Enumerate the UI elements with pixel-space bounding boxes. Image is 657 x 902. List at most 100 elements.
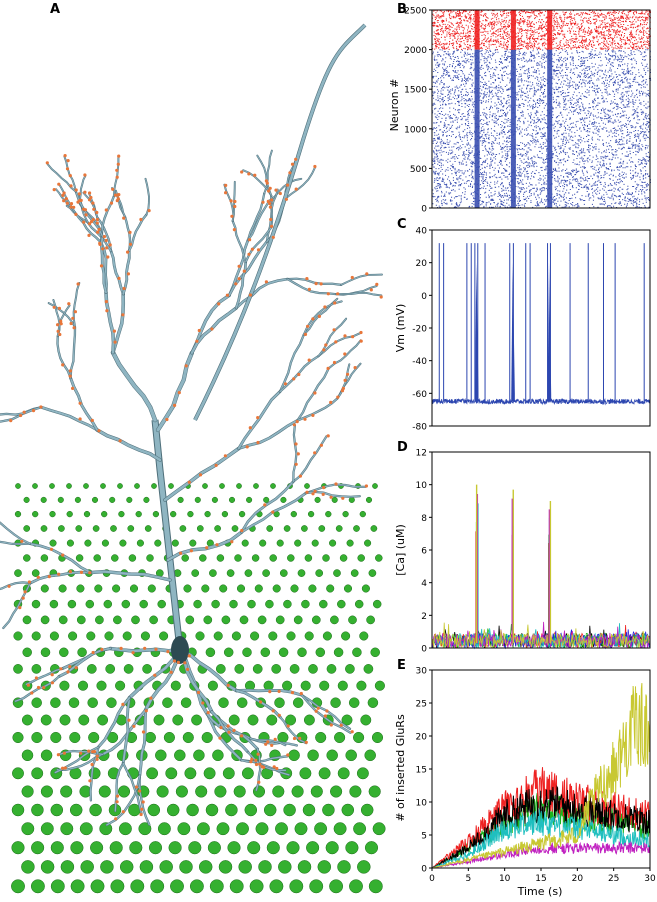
spine — [76, 282, 80, 286]
spine — [265, 181, 269, 185]
dendrite-segment — [296, 367, 330, 422]
spine — [229, 199, 233, 203]
synapse-sphere — [168, 483, 174, 489]
synapse-sphere — [138, 822, 152, 836]
spine — [87, 198, 92, 202]
calcium-trace — [431, 621, 650, 649]
spine — [292, 736, 297, 741]
synapse-sphere — [289, 664, 300, 674]
spine — [82, 207, 86, 211]
synapse-sphere — [318, 525, 326, 532]
y-tick-label: -20 — [412, 325, 427, 335]
synapse-sphere — [185, 615, 195, 625]
synapse-sphere — [202, 483, 208, 489]
glur-trace-area — [431, 683, 651, 869]
synapse-sphere — [177, 822, 191, 836]
synapse-sphere — [50, 879, 65, 894]
synapse-sphere — [126, 496, 133, 503]
synapse-sphere — [179, 860, 193, 874]
spine — [116, 162, 120, 166]
spine — [247, 172, 251, 176]
spine — [321, 492, 325, 496]
synapse-sphere — [226, 569, 235, 577]
y-tick-label: 1000 — [404, 125, 427, 135]
synapse-sphere — [203, 767, 216, 780]
synapse-sphere — [40, 822, 54, 836]
dendrite-segment — [111, 350, 157, 422]
synapse-sphere — [21, 822, 35, 836]
soma — [171, 636, 189, 664]
synapse-sphere — [359, 510, 366, 518]
dendrite-segment — [114, 762, 124, 812]
synapse-sphere — [191, 569, 200, 577]
spine — [313, 451, 317, 455]
synapse-sphere — [297, 647, 307, 658]
spine — [248, 238, 252, 242]
spine — [72, 205, 76, 209]
synapse-sphere — [348, 697, 360, 708]
synapse-sphere — [238, 510, 246, 518]
synapse-sphere — [189, 539, 197, 547]
synapse-sphere — [349, 785, 362, 798]
synapse-sphere — [31, 569, 40, 577]
synapse-sphere — [275, 822, 288, 836]
y-tick-label: 15 — [416, 766, 427, 776]
synapse-sphere — [50, 697, 61, 708]
spine — [74, 212, 78, 216]
synapse-sphere — [218, 697, 229, 708]
spine — [122, 216, 126, 220]
spine — [179, 551, 183, 555]
spine — [343, 378, 347, 382]
spine — [26, 683, 30, 687]
synapse-sphere — [112, 584, 121, 593]
spine — [242, 269, 246, 273]
synapse-sphere — [117, 483, 123, 489]
spine — [369, 288, 373, 292]
dendrite-segment — [228, 240, 268, 297]
dendrite-segment — [335, 292, 382, 296]
spine — [249, 760, 253, 764]
spine — [108, 243, 112, 247]
synapse-sphere — [372, 483, 378, 489]
synapse-sphere — [21, 714, 33, 726]
synapse-sphere — [317, 860, 332, 874]
dendrite-segment — [271, 189, 279, 228]
synapse-sphere — [293, 615, 303, 625]
spine — [34, 676, 39, 680]
dendrite-segment — [25, 667, 64, 685]
spine — [62, 191, 66, 195]
synapse-sphere — [66, 510, 73, 518]
spine — [71, 316, 75, 320]
spine — [30, 691, 34, 695]
spine — [187, 654, 191, 658]
synapse-sphere — [356, 767, 369, 780]
synapse-sphere — [310, 785, 323, 798]
synapse-sphere — [283, 599, 292, 609]
spine — [59, 319, 63, 323]
synapse-sphere — [101, 539, 109, 547]
synapse-sphere — [333, 647, 344, 658]
spine — [257, 780, 261, 784]
spine — [42, 686, 46, 690]
spine — [258, 762, 262, 766]
synapse-sphere — [121, 599, 131, 609]
synapse-sphere — [21, 860, 35, 874]
spine — [305, 490, 309, 494]
dendrite-segment — [128, 213, 148, 252]
synapse-sphere — [269, 554, 277, 562]
synapse-sphere — [260, 647, 271, 658]
synapse-sphere — [31, 767, 44, 780]
spine — [65, 167, 70, 171]
spine — [64, 197, 68, 201]
spine — [314, 709, 318, 713]
synapse-sphere — [175, 785, 188, 798]
spine — [89, 220, 94, 224]
synapse-sphere — [329, 539, 337, 547]
synapse-sphere — [318, 767, 331, 780]
synapse-sphere — [266, 841, 280, 855]
synapse-sphere — [203, 615, 213, 625]
spine — [223, 454, 227, 458]
spine — [332, 328, 336, 332]
spine — [307, 287, 311, 291]
spine — [359, 339, 363, 343]
